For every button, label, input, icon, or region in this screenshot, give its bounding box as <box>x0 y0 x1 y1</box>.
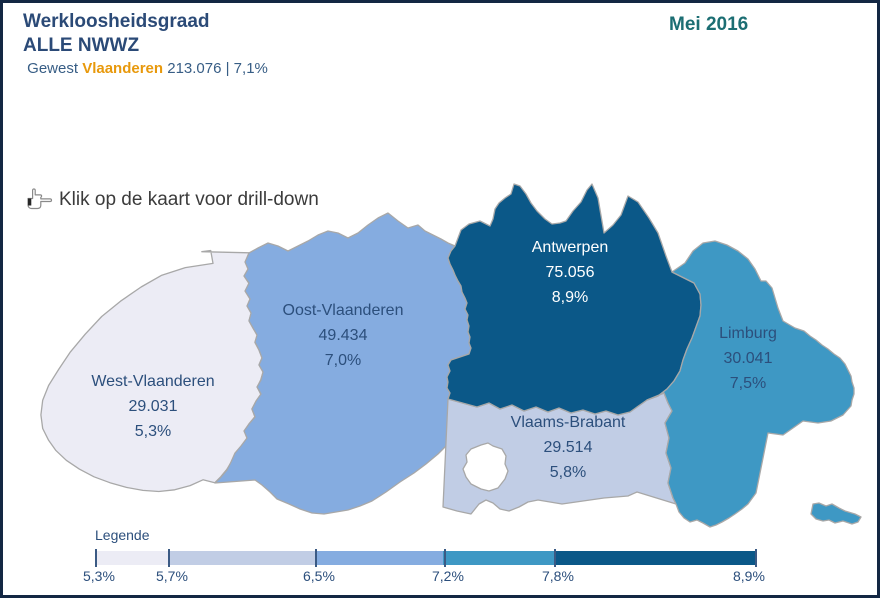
svg-text:Limburg: Limburg <box>719 325 777 342</box>
svg-text:7,0%: 7,0% <box>325 352 361 369</box>
svg-text:Oost-Vlaanderen: Oost-Vlaanderen <box>283 302 404 319</box>
svg-text:West-Vlaanderen: West-Vlaanderen <box>91 373 214 390</box>
svg-text:Vlaams-Brabant: Vlaams-Brabant <box>511 414 626 431</box>
svg-text:5,3%: 5,3% <box>135 423 171 440</box>
svg-text:7,5%: 7,5% <box>730 375 766 392</box>
svg-text:8,9%: 8,9% <box>552 289 588 306</box>
svg-text:29.514: 29.514 <box>544 439 593 456</box>
svg-text:30.041: 30.041 <box>724 350 773 367</box>
svg-text:5,8%: 5,8% <box>550 464 586 481</box>
svg-text:Antwerpen: Antwerpen <box>532 239 609 256</box>
svg-text:29.031: 29.031 <box>129 398 178 415</box>
svg-text:75.056: 75.056 <box>546 264 595 281</box>
svg-text:49.434: 49.434 <box>319 327 368 344</box>
